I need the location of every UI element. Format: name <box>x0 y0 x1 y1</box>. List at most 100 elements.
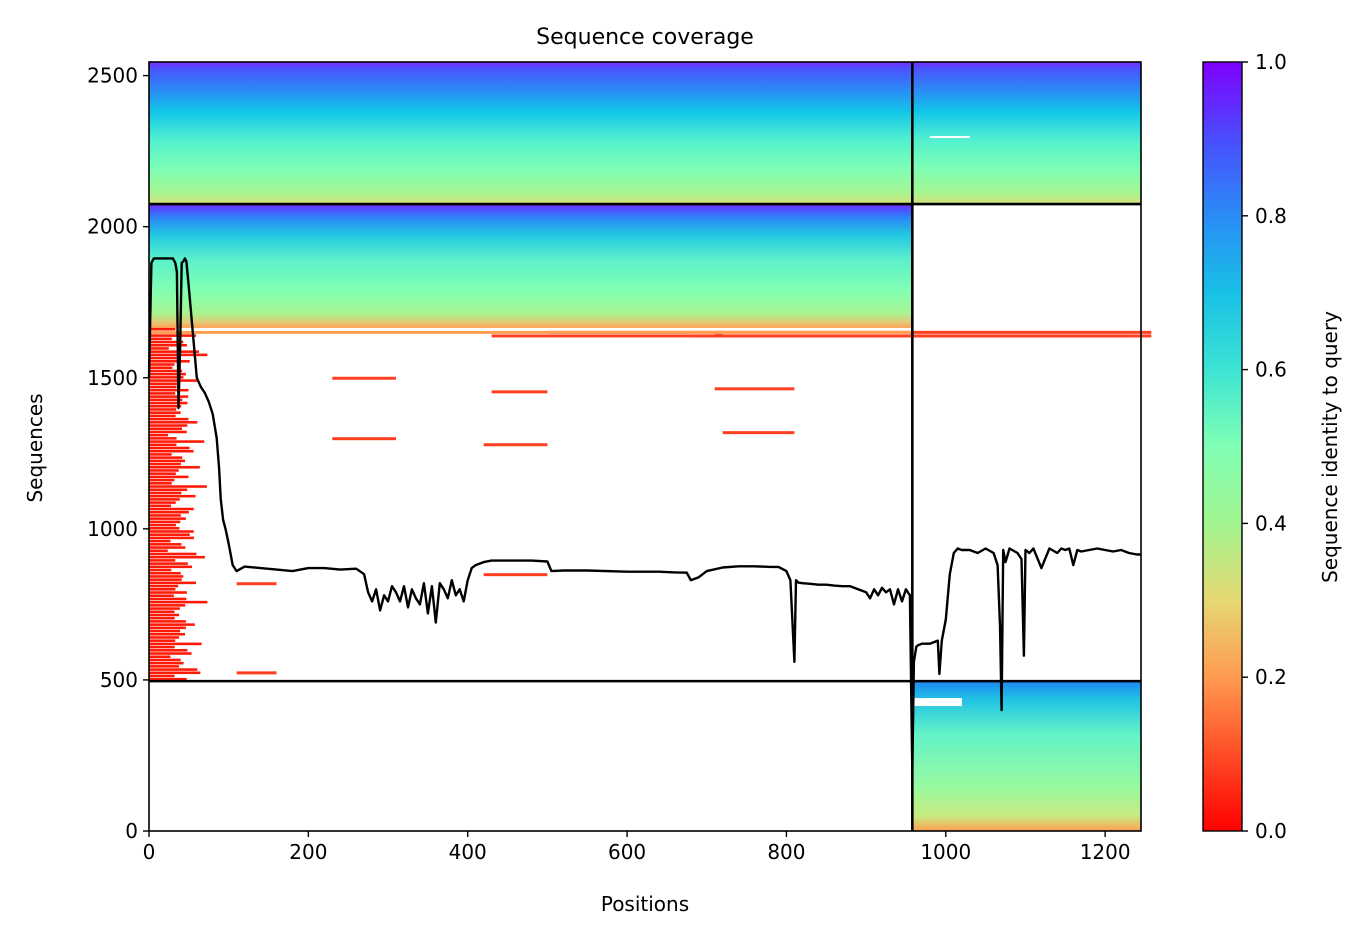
low-identity-row <box>149 446 190 450</box>
low-identity-row <box>149 565 192 569</box>
low-identity-row <box>149 559 176 562</box>
low-identity-row <box>149 453 172 456</box>
low-identity-row <box>149 510 189 514</box>
y-axis: 0 500 1000 1500 2000 2500 <box>87 64 149 843</box>
low-identity-row <box>149 520 181 524</box>
low-identity-row <box>149 523 176 527</box>
low-identity-row <box>149 392 176 395</box>
low-identity-row <box>149 632 185 636</box>
low-identity-row <box>149 437 177 440</box>
x-tick-label: 400 <box>449 840 487 864</box>
y-tick-label: 2000 <box>87 215 138 239</box>
x-tick-label: 0 <box>143 840 156 864</box>
low-identity-row <box>149 623 195 626</box>
low-identity-row <box>149 543 182 546</box>
colorbar-tick-label: 0.4 <box>1255 511 1287 535</box>
low-identity-row <box>149 610 175 614</box>
low-identity-row <box>149 539 171 543</box>
low-identity-row <box>149 459 185 463</box>
coverage-block <box>912 62 1141 205</box>
low-identity-row <box>149 465 200 469</box>
low-identity-row <box>149 584 179 588</box>
x-tick-label: 800 <box>767 840 805 864</box>
plot-frame <box>148 61 1142 832</box>
fragment-row <box>483 443 548 447</box>
low-identity-row <box>149 626 186 630</box>
low-identity-row <box>149 629 181 633</box>
low-identity-row <box>149 674 175 678</box>
gap-row <box>929 136 970 139</box>
low-identity-row <box>149 494 196 498</box>
colorbar-gradient <box>1202 61 1243 832</box>
fragment-row <box>236 671 277 675</box>
low-identity-row <box>149 449 194 453</box>
low-identity-row <box>149 414 176 418</box>
fragment-row <box>332 437 397 441</box>
fragment-row <box>714 387 795 391</box>
y-axis-label: Sequences <box>23 393 47 502</box>
low-identity-row <box>149 607 180 610</box>
low-identity-row <box>149 340 184 344</box>
low-identity-row <box>149 421 198 424</box>
y-tick-label: 0 <box>125 819 138 843</box>
low-identity-row <box>149 488 188 492</box>
low-identity-row <box>149 645 175 649</box>
low-identity-row <box>149 665 180 668</box>
low-identity-row <box>149 655 171 659</box>
low-identity-row <box>149 385 177 389</box>
low-identity-row <box>149 424 188 427</box>
gap-row <box>913 698 962 707</box>
low-identity-row <box>149 472 176 475</box>
low-identity-row <box>149 388 189 392</box>
fragment-row <box>491 390 548 394</box>
low-identity-row <box>149 501 176 504</box>
low-identity-row <box>149 536 194 540</box>
low-identity-row <box>149 546 186 549</box>
low-identity-row <box>149 568 172 572</box>
low-identity-row <box>149 588 176 591</box>
low-identity-row <box>149 401 188 405</box>
colorbar-tick-label: 0.8 <box>1255 204 1287 228</box>
low-identity-row <box>149 575 184 578</box>
low-identity-row <box>149 347 169 350</box>
colorbar: 0.0 0.2 0.4 0.6 0.8 1.0 Sequence identity to … <box>1202 50 1342 843</box>
coverage-block <box>912 681 1141 831</box>
low-identity-row <box>149 649 188 652</box>
colorbar-tick-label: 0.0 <box>1255 819 1287 843</box>
low-identity-row <box>149 514 181 517</box>
low-identity-row <box>149 533 190 536</box>
low-identity-row <box>149 613 180 617</box>
low-identity-row <box>149 636 180 639</box>
coverage-line <box>147 257 1141 772</box>
low-identity-row <box>149 597 187 601</box>
low-identity-row <box>149 517 186 520</box>
fragment-row <box>483 573 548 577</box>
low-identity-row <box>149 591 187 594</box>
y-tick-label: 1000 <box>87 517 138 541</box>
low-identity-row <box>149 549 168 553</box>
y-tick-label: 1500 <box>87 366 138 390</box>
low-identity-row <box>149 668 198 671</box>
low-identity-row <box>149 639 176 642</box>
low-identity-row <box>149 475 189 479</box>
low-identity-row <box>149 456 183 459</box>
low-identity-row <box>149 327 176 331</box>
colorbar-tick-label: 0.2 <box>1255 665 1287 689</box>
low-identity-row <box>149 356 177 360</box>
low-identity-row <box>149 478 175 482</box>
fragment-row <box>332 376 397 380</box>
colorbar-tick-label: 1.0 <box>1255 50 1287 74</box>
low-identity-row <box>149 661 184 665</box>
low-identity-row <box>149 404 182 408</box>
low-identity-row <box>149 578 182 581</box>
low-identity-row <box>149 504 171 508</box>
low-identity-row <box>149 485 207 488</box>
low-identity-row <box>149 350 199 353</box>
low-identity-row <box>149 658 181 662</box>
low-identity-row <box>149 443 177 447</box>
low-identity-row <box>149 366 173 370</box>
low-identity-row <box>149 382 181 386</box>
low-identity-row <box>149 482 172 485</box>
low-identity-row <box>149 562 188 565</box>
x-axis: 0 200 400 600 800 1000 1200 <box>143 831 1131 864</box>
